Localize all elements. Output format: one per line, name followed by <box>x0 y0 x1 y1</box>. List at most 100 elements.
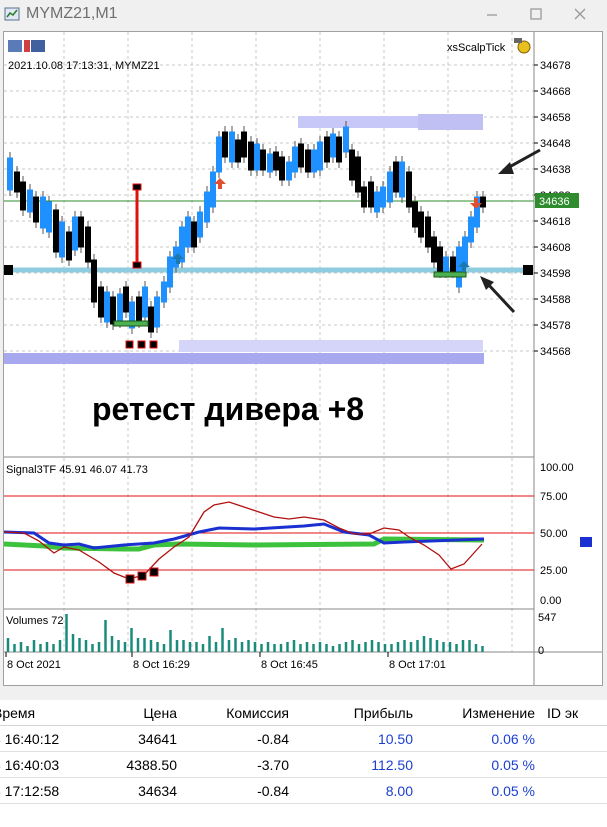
column-header-id[interactable]: ID эк <box>541 700 607 726</box>
one-click-trading-icon[interactable] <box>8 40 45 52</box>
price-axis-label: 34608 <box>540 242 571 254</box>
indicator-label: Signal3TF 45.91 46.07 41.73 <box>6 464 148 476</box>
level-handle[interactable] <box>3 265 13 275</box>
candlestick <box>241 126 247 163</box>
price-axis-label: 34598 <box>540 268 571 280</box>
candlestick <box>235 134 241 168</box>
window-title: MYMZ21,M1 <box>26 5 118 22</box>
cell-change: 0.06 % <box>419 725 541 752</box>
candlestick <box>53 204 59 258</box>
indicator-axis-label: 100.00 <box>540 462 574 474</box>
table-row[interactable]: 3 17:12:58 34634 -0.84 8.00 0.05 % <box>0 777 607 804</box>
column-header-profit[interactable]: Прибыль <box>295 700 419 726</box>
time-axis-label: 8 Oct 2021 <box>7 659 61 671</box>
buy-arrow-icon <box>458 261 470 272</box>
time-axis-label: 8 Oct 17:01 <box>389 659 446 671</box>
minimize-button[interactable] <box>470 2 514 26</box>
candlestick <box>480 191 486 213</box>
candlestick <box>254 138 260 176</box>
volumes-axis-bottom: 0 <box>538 645 544 657</box>
candlestick <box>46 196 52 238</box>
support-zone <box>179 340 483 352</box>
candlestick <box>279 151 285 186</box>
candlestick <box>66 226 72 266</box>
indicator-blue-line <box>3 522 485 550</box>
cell-change: 0.05 % <box>419 751 541 778</box>
table-row[interactable]: 3 16:40:03 4388.50 -3.70 112.50 0.05 % <box>0 751 607 778</box>
column-header-time[interactable]: Время <box>0 700 71 726</box>
close-icon <box>574 8 586 20</box>
cell-time: 3 16:40:12 <box>0 725 71 752</box>
volumes-label: Volumes 72 <box>6 615 63 627</box>
annotation-text[interactable]: ретест дивера +8 <box>90 389 366 429</box>
candlestick <box>355 151 361 198</box>
candlestick <box>154 291 160 333</box>
candlestick <box>431 231 437 268</box>
cell-price: 4388.50 <box>71 751 183 778</box>
chart-canvas[interactable]: 2021.10.08 17:13:31, MYMZ21 xsScalpTick <box>3 32 602 685</box>
candlestick <box>72 211 78 256</box>
cell-commission: -0.84 <box>183 777 295 804</box>
level-handle[interactable] <box>523 265 533 275</box>
volumes-axis-top: 547 <box>538 612 556 624</box>
column-header-change[interactable]: Изменение <box>419 700 541 726</box>
candlestick <box>311 144 317 178</box>
indicator-axis-label: 25.00 <box>540 565 568 577</box>
column-header-price[interactable]: Цена <box>71 700 183 726</box>
candlestick <box>229 126 235 168</box>
candlestick <box>267 148 273 178</box>
candlestick <box>20 176 26 216</box>
cell-price: 34634 <box>71 777 183 804</box>
price-axis-label: 34678 <box>540 60 571 72</box>
indicator-axis-label: 75.00 <box>540 491 568 503</box>
price-axis-label: 34658 <box>540 112 571 124</box>
candlestick <box>412 196 418 233</box>
candlestick <box>14 166 20 198</box>
chart-info-line: 2021.10.08 17:13:31, MYMZ21 <box>8 60 160 72</box>
candlestick <box>474 191 480 233</box>
low-markers <box>125 340 158 349</box>
current-price-badge <box>535 193 579 208</box>
candlestick <box>110 291 116 330</box>
sell-arrow-icon <box>214 178 226 189</box>
divergence-handle[interactable] <box>132 261 142 269</box>
minimize-icon <box>487 14 497 16</box>
candlestick <box>33 191 39 228</box>
cell-profit: 8.00 <box>295 777 419 804</box>
table-row[interactable]: 3 16:40:12 34641 -0.84 10.50 0.06 % <box>0 725 607 752</box>
divergence-handle[interactable] <box>132 183 142 191</box>
cell-id <box>541 751 607 778</box>
candlestick <box>91 254 97 308</box>
candlestick <box>210 166 216 213</box>
close-button[interactable] <box>558 2 602 26</box>
indicator-red-line <box>3 501 483 580</box>
candlestick <box>7 152 13 196</box>
chart-area[interactable]: 2021.10.08 17:13:31, MYMZ21 xsScalpTick <box>3 31 603 686</box>
candlestick <box>104 286 110 328</box>
chart-window: MYMZ21,M1 2021.10.08 17:13:31, MYMZ21 <box>0 0 607 686</box>
cell-change: 0.05 % <box>419 777 541 804</box>
price-axis-label: 34638 <box>540 164 571 176</box>
cell-id <box>541 725 607 752</box>
candlestick <box>59 216 65 263</box>
candlestick <box>399 156 405 203</box>
resistance-zone <box>418 114 483 130</box>
candlestick <box>374 186 380 218</box>
candlestick <box>216 131 222 178</box>
signal-bar <box>433 271 467 278</box>
title-bar[interactable]: MYMZ21,M1 <box>0 0 607 30</box>
indicator-axis-label: 0.00 <box>540 595 561 607</box>
cell-commission: -0.84 <box>183 725 295 752</box>
time-axis: 8 Oct 2021 8 Oct 16:29 8 Oct 16:45 8 Oct 17… <box>5 652 446 671</box>
cell-id <box>541 777 607 804</box>
candlestick <box>273 146 279 176</box>
column-header-commission[interactable]: Комиссия <box>183 700 295 726</box>
candlestick <box>197 206 203 243</box>
maximize-button[interactable] <box>514 2 558 26</box>
candlestick <box>292 141 298 178</box>
price-axis-label: 34618 <box>540 216 571 228</box>
candlestick <box>222 126 228 163</box>
current-price-label: 34636 <box>539 196 570 208</box>
expert-smiley-icon[interactable] <box>514 38 531 54</box>
candlestick <box>418 206 424 243</box>
